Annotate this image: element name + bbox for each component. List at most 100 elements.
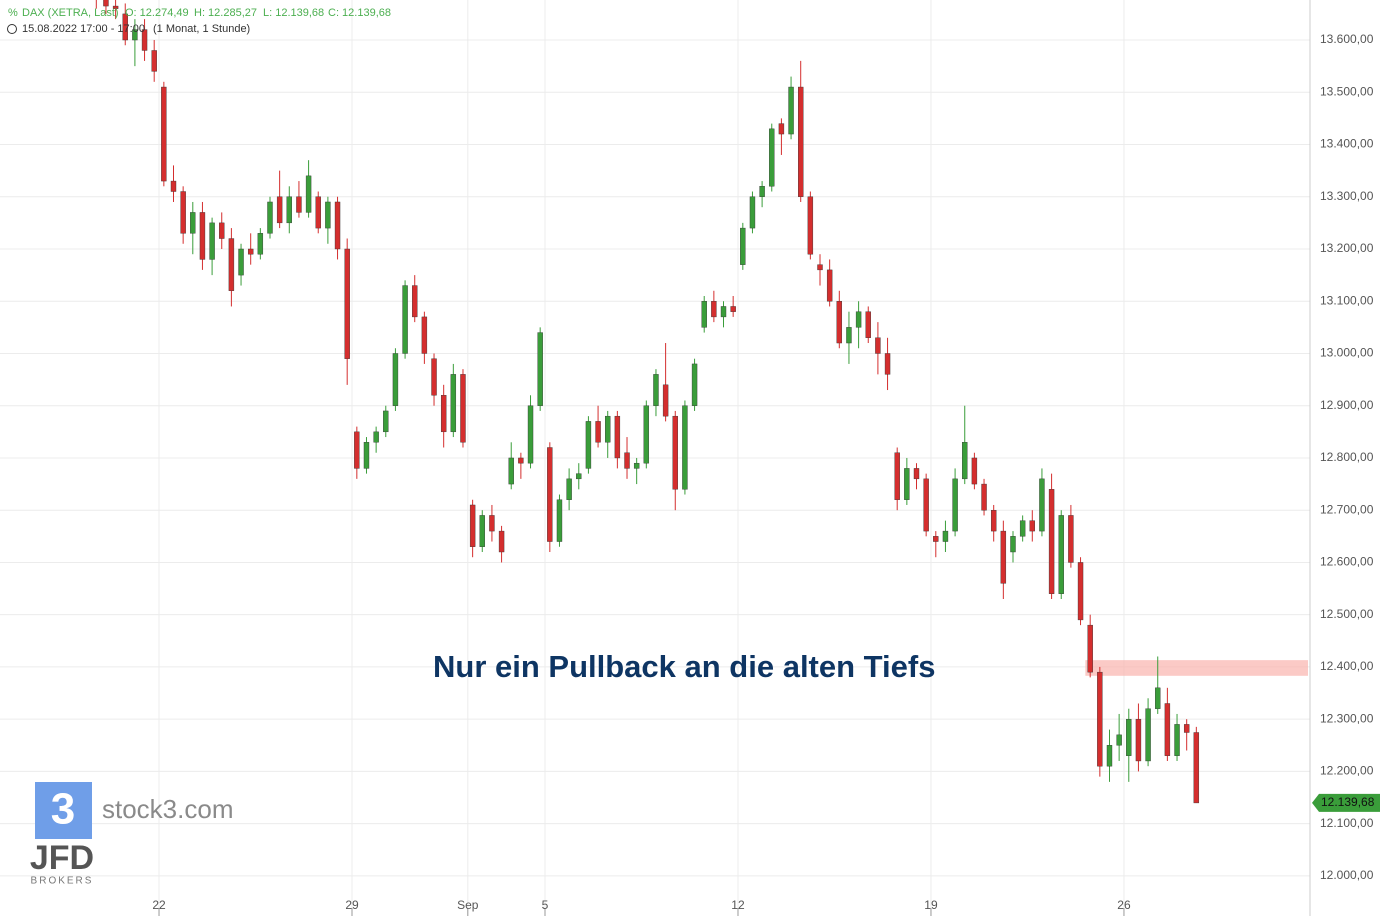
candle-body bbox=[749, 196, 756, 229]
candle-body bbox=[962, 442, 968, 480]
candle-body bbox=[672, 415, 678, 490]
candle-body bbox=[1097, 671, 1103, 767]
candle-body bbox=[1068, 515, 1074, 563]
candle-body bbox=[161, 86, 167, 182]
y-tick-label: 12.000,00 bbox=[1320, 868, 1374, 882]
candle-body bbox=[933, 536, 939, 542]
candle-body bbox=[296, 196, 302, 213]
x-tick-label: 22 bbox=[152, 898, 166, 912]
candle-body bbox=[643, 405, 650, 464]
candle-body bbox=[769, 128, 775, 187]
candle-body bbox=[884, 353, 891, 375]
ohlc-open: O: 12.274,49 bbox=[125, 7, 189, 19]
candle-body bbox=[103, 0, 109, 7]
y-tick-label: 12.900,00 bbox=[1320, 398, 1374, 412]
candle-body bbox=[412, 285, 418, 318]
candle-body bbox=[624, 452, 630, 469]
candle-body bbox=[1164, 703, 1171, 756]
candle-body bbox=[151, 50, 157, 72]
candle-body bbox=[383, 410, 389, 433]
y-tick-label: 12.800,00 bbox=[1320, 450, 1374, 464]
x-tick-label: 26 bbox=[1117, 898, 1131, 912]
y-tick-label: 12.100,00 bbox=[1320, 816, 1374, 830]
candle-body bbox=[1000, 530, 1007, 584]
candle-body bbox=[354, 431, 360, 469]
candle-body bbox=[759, 186, 765, 197]
candle-body bbox=[199, 212, 206, 260]
candle-body bbox=[720, 306, 727, 318]
candle-body bbox=[344, 248, 350, 359]
candle-body bbox=[981, 483, 987, 511]
candle-body bbox=[508, 457, 514, 485]
x-tick-label: Sep bbox=[457, 898, 479, 912]
candle-body bbox=[662, 384, 669, 417]
candle-body bbox=[450, 374, 457, 433]
candle-body bbox=[238, 248, 244, 276]
candle-body bbox=[894, 452, 900, 500]
candle-body bbox=[286, 196, 292, 224]
candle-body bbox=[701, 301, 707, 328]
y-tick-label: 13.000,00 bbox=[1320, 346, 1374, 360]
candle-body bbox=[1155, 687, 1161, 709]
candle-body bbox=[585, 421, 592, 469]
x-tick-label: 12 bbox=[731, 898, 745, 912]
candle-body bbox=[469, 504, 476, 547]
candle-body bbox=[788, 86, 794, 135]
candle-body bbox=[1183, 724, 1190, 733]
candle-body bbox=[711, 301, 717, 318]
candle-body bbox=[875, 337, 881, 354]
y-tick-label: 13.500,00 bbox=[1320, 84, 1374, 98]
candle-body bbox=[170, 180, 177, 192]
candle-body bbox=[1126, 718, 1132, 756]
candle-body bbox=[334, 201, 341, 250]
candle-body bbox=[605, 415, 611, 443]
candle-body bbox=[633, 462, 640, 469]
candle-body bbox=[219, 222, 225, 239]
candle-body bbox=[122, 13, 128, 41]
candle-body bbox=[489, 515, 495, 532]
candle-body bbox=[518, 457, 524, 464]
candle-body bbox=[315, 196, 321, 229]
candle-body bbox=[305, 175, 312, 213]
site: stock3.com bbox=[102, 794, 234, 824]
y-tick-label: 12.300,00 bbox=[1320, 711, 1374, 725]
candle-body bbox=[942, 530, 949, 542]
candle-body bbox=[228, 238, 235, 291]
candle-body bbox=[923, 478, 929, 532]
candle-body bbox=[740, 227, 746, 265]
candle-body bbox=[566, 478, 572, 500]
candle-body bbox=[865, 311, 871, 338]
candle-body bbox=[846, 327, 852, 344]
y-tick-label: 12.700,00 bbox=[1320, 502, 1374, 516]
clock-icon bbox=[7, 24, 17, 34]
candle-body bbox=[682, 405, 688, 490]
watermark: 3 stock3.com JFD BROKERS bbox=[30, 782, 234, 887]
candle-body bbox=[363, 442, 370, 469]
candle-body bbox=[141, 29, 148, 51]
candle-body bbox=[440, 395, 447, 433]
candle-body bbox=[614, 415, 621, 459]
candle-body bbox=[1029, 520, 1035, 532]
logo-box bbox=[35, 782, 92, 839]
y-tick-label: 13.600,00 bbox=[1320, 32, 1374, 46]
broker: JFD bbox=[30, 839, 94, 877]
candle-body bbox=[971, 457, 978, 485]
candle-body bbox=[778, 123, 785, 135]
broker-sub: BROKERS bbox=[31, 876, 94, 887]
candle-body bbox=[527, 405, 534, 464]
symbol: DAX (XETRA, Last) bbox=[22, 7, 119, 19]
candle-body bbox=[402, 285, 408, 354]
header: % DAX (XETRA, Last) O: 12.274,49 H: 12.2… bbox=[7, 7, 391, 35]
candle-body bbox=[1145, 708, 1151, 762]
candle-body bbox=[576, 473, 582, 480]
candle-body bbox=[132, 29, 138, 41]
candle-body bbox=[112, 5, 119, 9]
candle-body bbox=[1106, 745, 1113, 767]
y-tick-label: 12.600,00 bbox=[1320, 555, 1374, 569]
candle-body bbox=[904, 468, 910, 500]
candle-body bbox=[547, 447, 553, 542]
x-tick-label: 29 bbox=[345, 898, 359, 912]
candle-body bbox=[498, 530, 505, 553]
candle-body bbox=[537, 332, 543, 406]
y-tick-label: 12.500,00 bbox=[1320, 607, 1374, 621]
